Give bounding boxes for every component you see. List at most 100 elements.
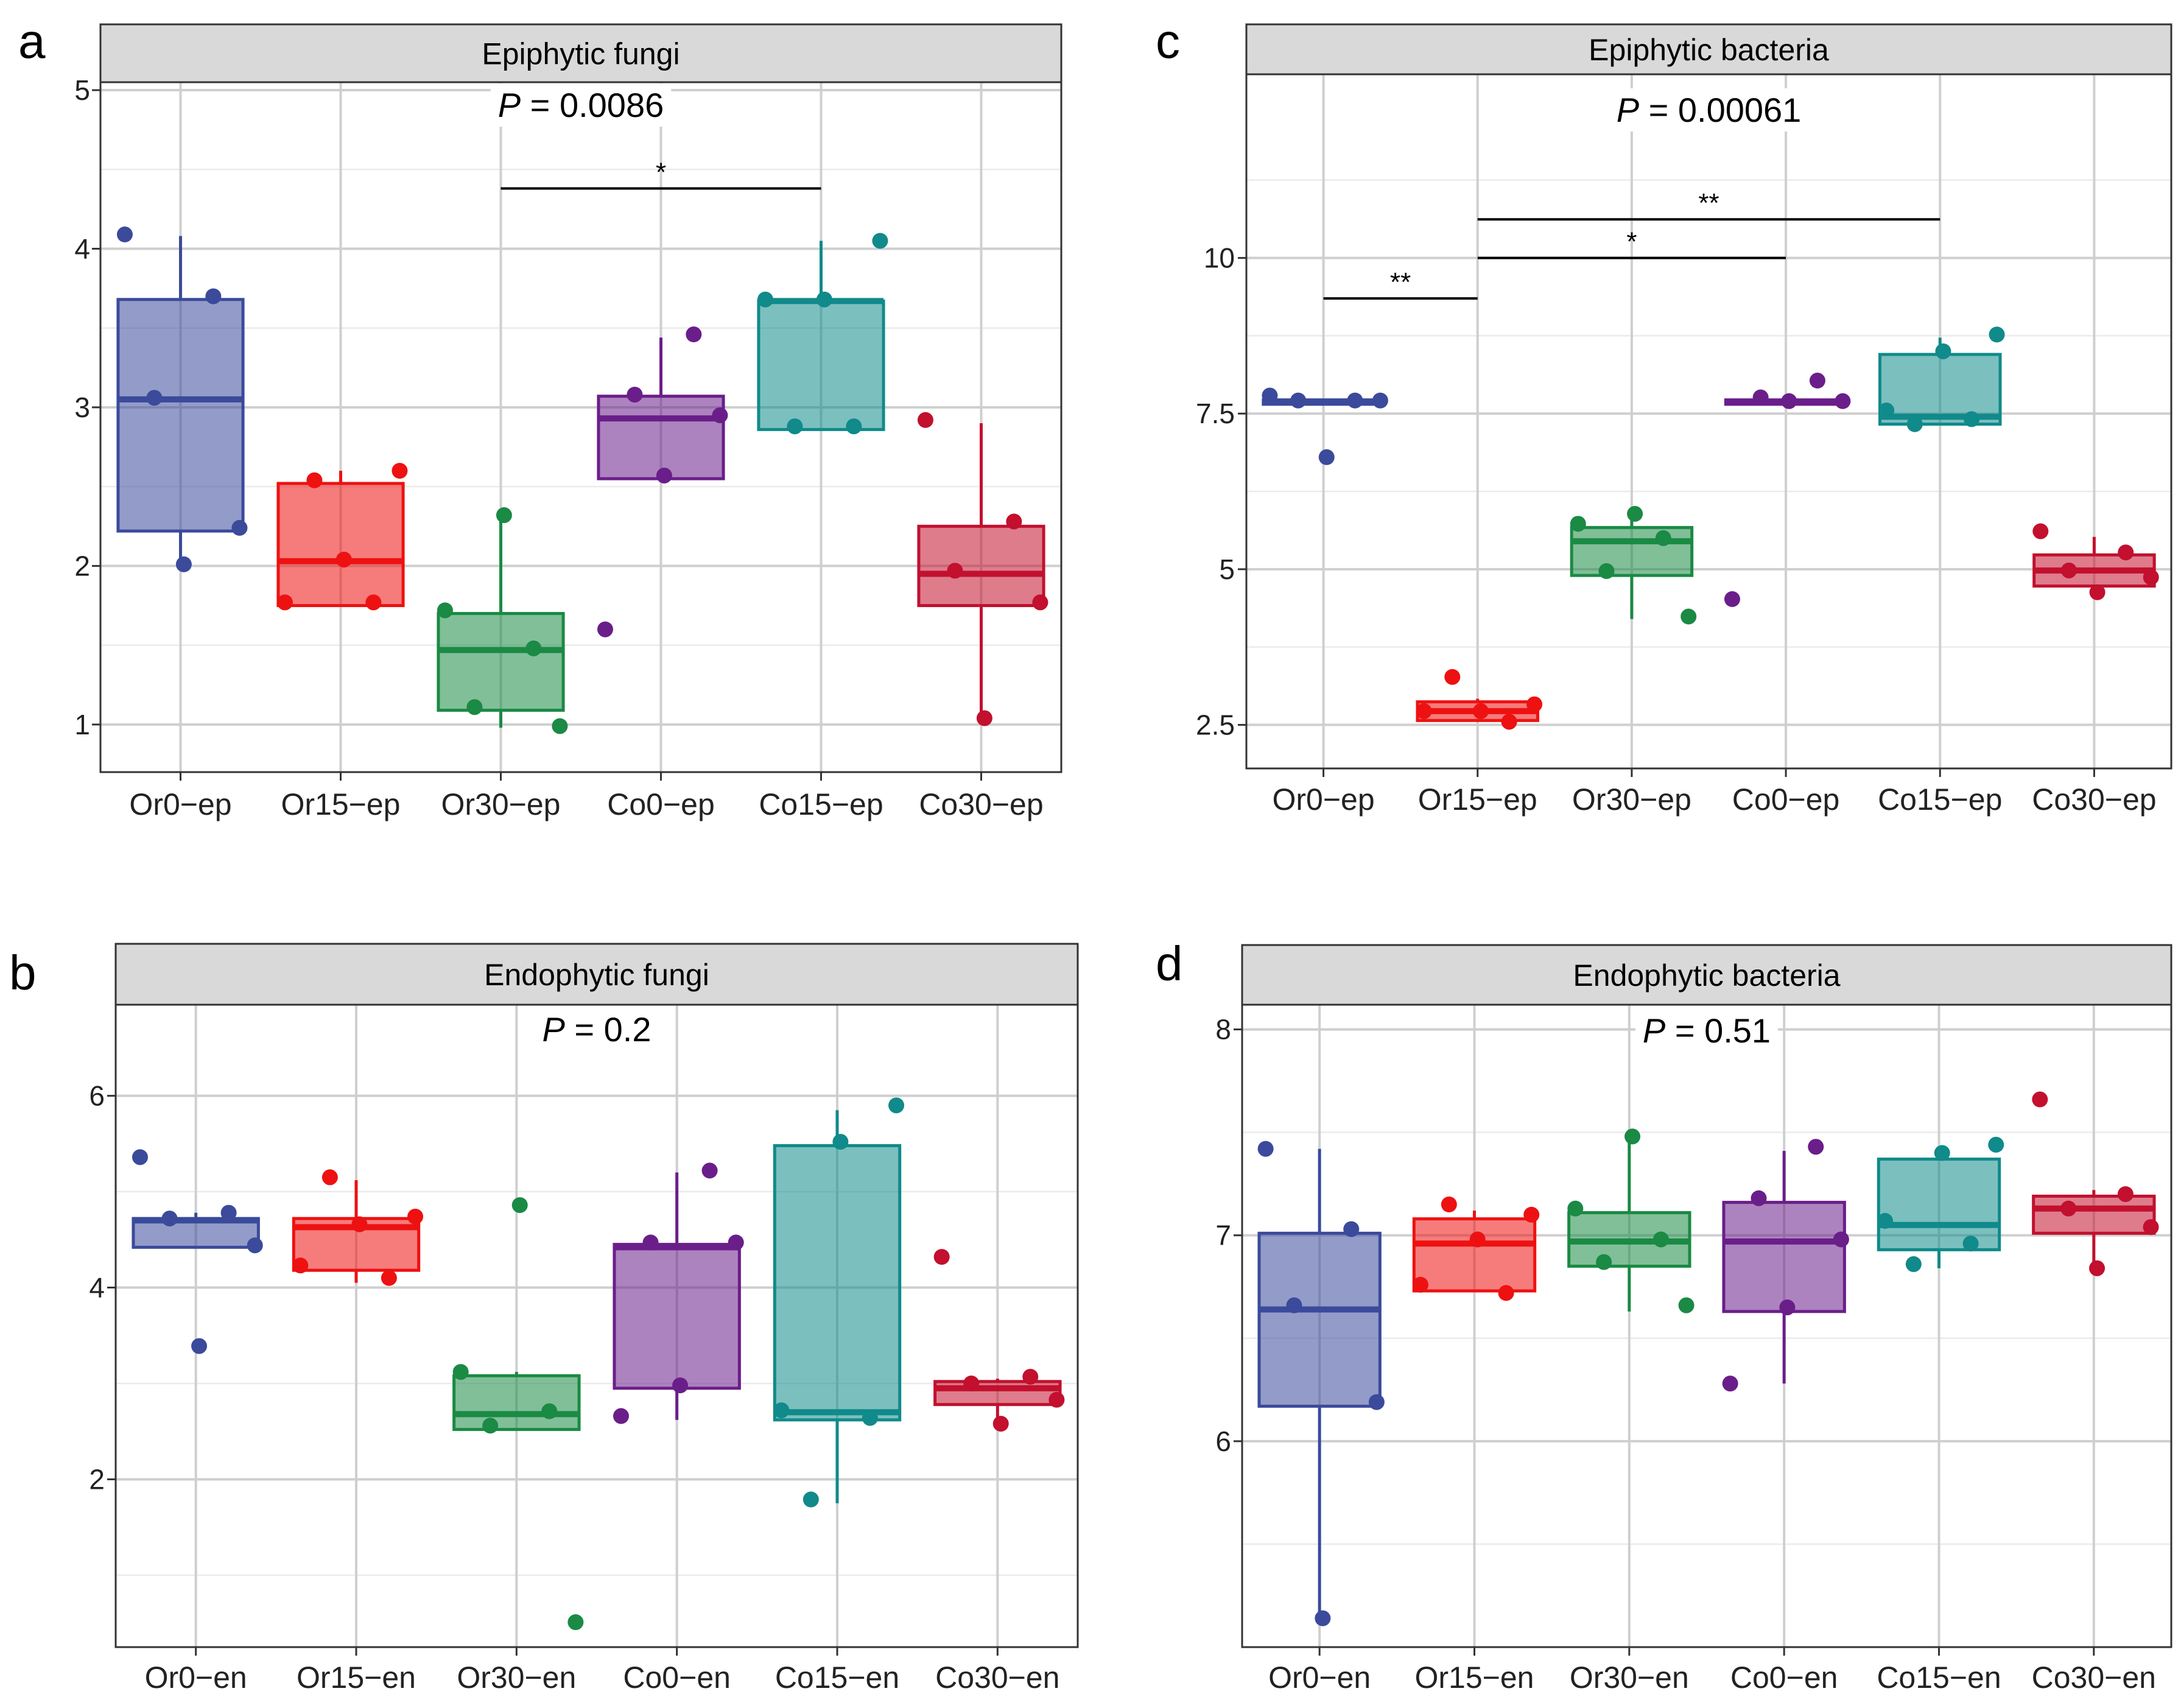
y-tick-label: 2 bbox=[89, 1463, 105, 1495]
panel-letter: a bbox=[18, 14, 46, 68]
data-point bbox=[175, 556, 192, 572]
data-point bbox=[132, 1149, 149, 1165]
box-Co30 bbox=[933, 1379, 1062, 1427]
box-Or30 bbox=[1567, 1142, 1691, 1312]
data-point bbox=[1681, 608, 1697, 625]
strip-header bbox=[1241, 944, 2172, 1006]
p-value-symbol: P bbox=[1643, 1011, 1665, 1050]
y-tick-label: 8 bbox=[1215, 1014, 1231, 1046]
data-point bbox=[1526, 696, 1543, 712]
x-tick-label: Co30−en bbox=[2032, 1661, 2156, 1695]
p-value-background bbox=[490, 83, 672, 127]
data-point bbox=[2118, 544, 2134, 561]
data-point bbox=[1501, 714, 1517, 730]
data-point bbox=[1652, 1231, 1669, 1248]
data-point bbox=[686, 326, 702, 343]
data-point bbox=[482, 1418, 499, 1434]
data-point bbox=[1598, 563, 1615, 579]
plot-background bbox=[1242, 1005, 2171, 1647]
panel-letter: b bbox=[9, 946, 37, 1000]
box-body bbox=[597, 395, 725, 480]
data-point bbox=[1523, 1206, 1540, 1223]
data-point bbox=[1989, 326, 2005, 343]
box-body bbox=[933, 1380, 1062, 1407]
data-point bbox=[2060, 1200, 2077, 1217]
x-tick-label: Co0−en bbox=[1730, 1661, 1838, 1695]
x-tick-label: Co30−en bbox=[935, 1661, 1059, 1695]
data-point bbox=[496, 507, 512, 524]
y-tick-label: 6 bbox=[1215, 1425, 1231, 1457]
p-value-number: = 0.51 bbox=[1665, 1011, 1771, 1050]
x-tick-label: Or15−en bbox=[297, 1661, 416, 1695]
data-point bbox=[947, 563, 963, 579]
data-point bbox=[2117, 1186, 2134, 1203]
panel-title: Epiphytic fungi bbox=[482, 37, 680, 71]
significance-label: * bbox=[656, 158, 666, 188]
data-point bbox=[1627, 505, 1643, 522]
box-Co30 bbox=[917, 423, 1045, 722]
data-point bbox=[992, 1416, 1009, 1432]
data-point bbox=[392, 463, 408, 479]
box-Co15 bbox=[1877, 1148, 2001, 1268]
box-Co15 bbox=[1878, 337, 2002, 426]
data-point bbox=[888, 1097, 905, 1114]
data-point bbox=[1498, 1285, 1514, 1301]
plot-border bbox=[1241, 1003, 2172, 1648]
data-point bbox=[231, 519, 248, 536]
box-body bbox=[613, 1243, 741, 1390]
data-point bbox=[1567, 1200, 1584, 1217]
box-body bbox=[1877, 1158, 2001, 1251]
x-tick-label: Co15−ep bbox=[759, 787, 883, 821]
data-point bbox=[872, 233, 888, 249]
box-body bbox=[276, 482, 405, 608]
p-value-symbol: P bbox=[542, 1010, 564, 1049]
p-value-number: = 0.00061 bbox=[1639, 91, 1801, 129]
y-tick-label: 7.5 bbox=[1196, 398, 1235, 429]
data-point bbox=[306, 472, 323, 488]
panel-a: a Epiphytic fungi 1 2 3 4 5 Or0−ep Or15−ep Or30−e… bbox=[18, 14, 1062, 821]
y-tick-label: 4 bbox=[74, 233, 90, 264]
data-point bbox=[712, 407, 728, 423]
y-tick-label: 10 bbox=[1204, 242, 1235, 274]
data-point bbox=[787, 418, 803, 435]
data-point bbox=[701, 1162, 718, 1179]
y-tick-label: 5 bbox=[74, 74, 90, 106]
box-Or0 bbox=[116, 236, 245, 566]
plot-border bbox=[99, 81, 1062, 773]
data-point bbox=[452, 1364, 469, 1380]
data-point bbox=[525, 640, 542, 656]
data-point bbox=[773, 1402, 790, 1419]
data-point bbox=[757, 291, 773, 308]
p-value-text: P = 0.00061 bbox=[1617, 91, 1802, 129]
data-point bbox=[1624, 1128, 1641, 1145]
data-point bbox=[276, 594, 293, 611]
p-value-symbol: P bbox=[498, 86, 521, 124]
plot-border bbox=[1245, 73, 2172, 770]
data-point bbox=[1964, 411, 1980, 427]
data-point bbox=[1722, 1376, 1738, 1392]
data-point bbox=[1808, 1139, 1824, 1155]
data-point bbox=[1472, 703, 1489, 719]
data-point bbox=[335, 551, 352, 568]
data-point bbox=[862, 1410, 878, 1426]
data-point bbox=[2143, 569, 2159, 586]
data-point bbox=[1935, 343, 1951, 359]
data-point bbox=[642, 1234, 659, 1251]
data-point bbox=[1444, 669, 1461, 685]
panel-letter: d bbox=[1156, 937, 1183, 991]
box-Or15 bbox=[1412, 1211, 1537, 1293]
plot-border bbox=[114, 1003, 1079, 1648]
x-tick-label: Or30−en bbox=[457, 1661, 576, 1695]
data-point bbox=[1006, 513, 1022, 530]
p-value-number: = 0.0086 bbox=[521, 86, 664, 124]
p-value-annotation: P = 0.00061 bbox=[1609, 88, 1809, 132]
data-point bbox=[1372, 392, 1388, 409]
x-tick-label: Or15−ep bbox=[1418, 782, 1537, 817]
data-point bbox=[191, 1338, 208, 1354]
x-tick-label: Or0−en bbox=[145, 1661, 247, 1695]
box-body bbox=[452, 1374, 581, 1432]
p-value-text: P = 0.51 bbox=[1643, 1011, 1771, 1050]
data-point bbox=[1262, 387, 1278, 404]
x-tick-label: Co0−en bbox=[623, 1661, 731, 1695]
x-tick-label: Or0−ep bbox=[1272, 782, 1374, 817]
